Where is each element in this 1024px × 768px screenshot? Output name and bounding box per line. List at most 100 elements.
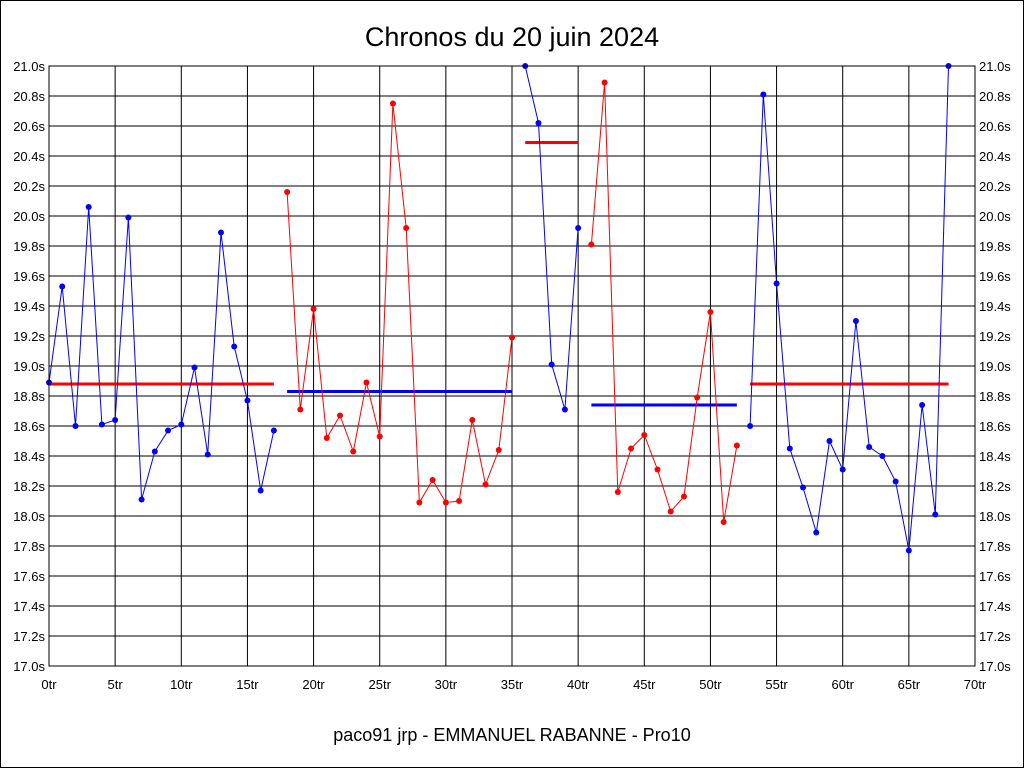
y-tick-label-left: 17.6s <box>13 569 45 584</box>
x-tick-label: 10tr <box>170 677 193 692</box>
data-point <box>852 318 859 324</box>
data-point <box>680 493 687 500</box>
y-tick-label-right: 20.2s <box>979 179 1011 194</box>
data-point <box>204 451 211 458</box>
y-tick-label-left: 21.0s <box>13 59 45 74</box>
x-tick-label: 15tr <box>236 677 259 692</box>
data-point <box>376 433 383 440</box>
y-tick-label-left: 20.2s <box>13 179 45 194</box>
data-point <box>800 484 807 491</box>
y-tick-label-left: 19.6s <box>13 269 45 284</box>
x-tick-label: 65tr <box>898 677 921 692</box>
y-tick-label-right: 17.0s <box>979 659 1011 674</box>
x-tick-label: 0tr <box>41 677 57 692</box>
data-point <box>469 417 476 423</box>
data-point <box>442 499 449 506</box>
x-tick-label: 50tr <box>699 677 722 692</box>
chart-footer: paco91 jrp - EMMANUEL RABANNE - Pro10 <box>333 725 690 745</box>
data-point <box>509 334 515 341</box>
y-tick-label-right: 19.6s <box>979 269 1011 284</box>
y-tick-label-right: 18.2s <box>979 479 1011 494</box>
y-tick-label-right: 19.0s <box>979 359 1011 374</box>
data-point <box>694 394 701 401</box>
y-tick-label-right: 18.6s <box>979 419 1011 434</box>
y-tick-label-right: 18.4s <box>979 449 1011 464</box>
data-point <box>323 435 330 441</box>
data-point <box>786 445 793 452</box>
y-tick-label-left: 17.2s <box>13 629 45 644</box>
x-tick-label: 35tr <box>501 677 524 692</box>
data-point <box>350 448 357 455</box>
y-tick-label-left: 19.2s <box>13 329 45 344</box>
data-point <box>535 120 542 126</box>
series-line-2 <box>524 65 579 410</box>
data-point <box>416 499 423 506</box>
y-tick-label-right: 20.0s <box>979 209 1011 224</box>
data-point <box>165 427 172 434</box>
data-point <box>760 91 767 98</box>
y-tick-label-left: 17.0s <box>13 659 45 674</box>
y-tick-label-right: 20.6s <box>979 119 1011 134</box>
y-tick-label-right: 18.0s <box>979 509 1011 524</box>
data-point <box>456 498 463 504</box>
data-point <box>257 487 264 494</box>
chart-title: Chronos du 20 juin 2024 <box>365 22 659 52</box>
x-tick-label: 60tr <box>832 677 855 692</box>
data-point <box>403 225 410 231</box>
data-point <box>905 547 912 554</box>
data-point <box>733 442 740 449</box>
y-tick-label-left: 19.0s <box>13 359 45 374</box>
series-line-3 <box>590 82 738 523</box>
data-point <box>389 100 396 107</box>
data-point <box>667 508 674 515</box>
data-point <box>826 438 833 444</box>
y-tick-label-right: 20.8s <box>979 89 1011 104</box>
x-tick-label: 20tr <box>302 677 325 692</box>
data-point <box>297 406 304 413</box>
data-point <box>151 448 158 455</box>
data-point <box>191 364 198 371</box>
data-points <box>46 63 952 554</box>
y-tick-label-left: 18.8s <box>13 389 45 404</box>
x-tick-label: 40tr <box>567 677 590 692</box>
y-tick-label-right: 17.2s <box>979 629 1011 644</box>
x-tick-label: 55tr <box>765 677 788 692</box>
data-point <box>284 189 291 195</box>
x-tick-label: 45tr <box>633 677 656 692</box>
y-tick-label-right: 19.2s <box>979 329 1011 344</box>
y-tick-label-right: 17.6s <box>979 569 1011 584</box>
y-tick-label-left: 18.0s <box>13 509 45 524</box>
axes: 17.0s 17.0s 17.2s 17.2s 17.4s 17.4s 17.6s 17.6s… <box>13 59 1011 692</box>
grid <box>48 65 976 667</box>
y-tick-label-left: 20.4s <box>13 149 45 164</box>
data-point <box>178 421 185 428</box>
y-tick-label-right: 17.8s <box>979 539 1011 554</box>
data-point <box>720 519 727 525</box>
y-tick-label-right: 19.8s <box>979 239 1011 254</box>
data-point <box>813 529 820 536</box>
y-tick-label-left: 19.4s <box>13 299 45 314</box>
series-line-4 <box>749 65 949 551</box>
data-point <box>601 79 608 86</box>
y-tick-label-left: 20.6s <box>13 119 45 134</box>
data-point <box>892 478 899 485</box>
y-tick-label-left: 18.2s <box>13 479 45 494</box>
y-tick-label-left: 19.8s <box>13 239 45 254</box>
series-line-1 <box>286 103 513 505</box>
y-tick-label-left: 17.8s <box>13 539 45 554</box>
data-point <box>588 241 595 248</box>
data-point <box>773 280 780 287</box>
y-tick-label-right: 20.4s <box>979 149 1011 164</box>
y-tick-label-left: 20.0s <box>13 209 45 224</box>
data-point <box>879 453 886 459</box>
series-lines <box>48 65 949 551</box>
y-tick-label-right: 21.0s <box>979 59 1011 74</box>
data-point <box>244 397 251 404</box>
data-point <box>125 214 132 221</box>
data-point <box>839 466 846 473</box>
data-point <box>919 402 926 408</box>
data-point <box>138 496 145 503</box>
data-point <box>337 412 344 419</box>
data-point <box>217 229 224 236</box>
